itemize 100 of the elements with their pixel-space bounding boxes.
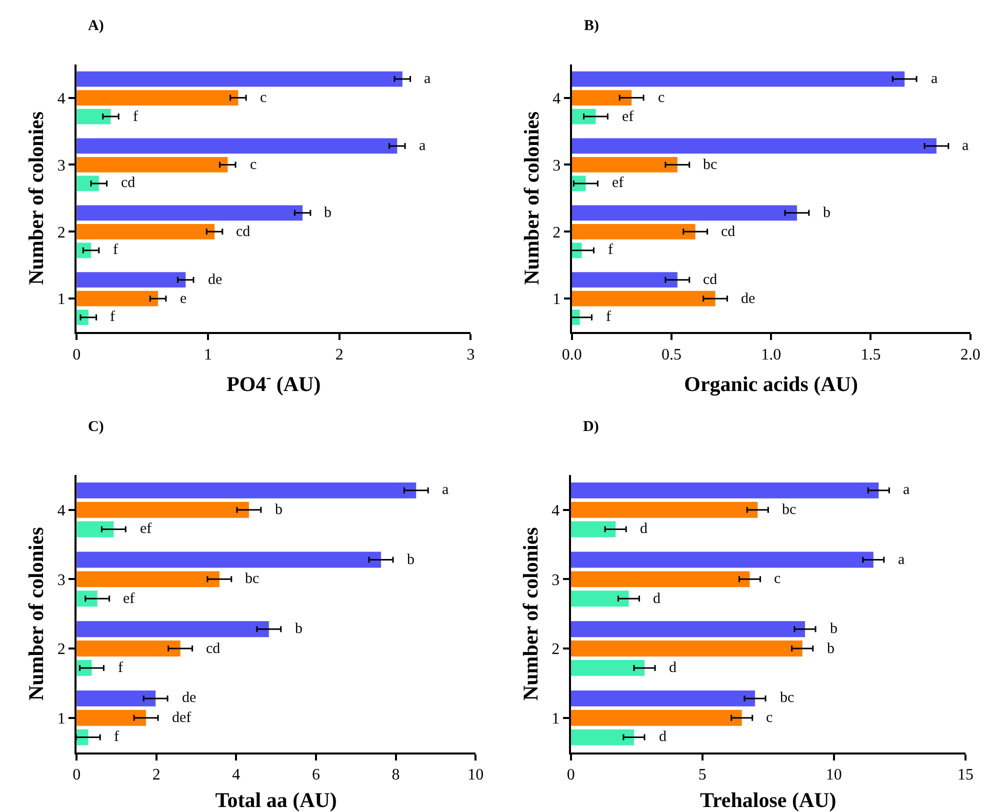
bar	[570, 521, 616, 538]
bar	[76, 71, 402, 87]
data-label: bc	[782, 502, 796, 518]
bar	[572, 290, 716, 306]
data-label: b	[827, 641, 834, 657]
chart-title: B)	[584, 18, 600, 34]
x-axis-title: Trehalose (AU)	[700, 788, 836, 812]
data-label: bc	[780, 690, 794, 706]
x-axis-title: PO4$^{-}$ (AU)	[226, 370, 321, 396]
bar	[570, 640, 802, 657]
y-tick-label: 1	[552, 710, 560, 728]
x-axis-title: Total aa (AU)	[215, 788, 337, 812]
data-label: e	[180, 291, 187, 307]
data-label: b	[295, 621, 302, 637]
data-label: cd	[703, 272, 718, 288]
bar	[570, 590, 629, 607]
data-label: f	[113, 242, 118, 258]
y-tick-label: 3	[552, 572, 560, 589]
bar	[570, 621, 805, 638]
bar	[76, 205, 303, 221]
y-tick-label: 4	[552, 502, 560, 520]
y-axis-title: Number of colonies	[518, 527, 542, 701]
data-label: a	[931, 71, 938, 87]
data-label: bc	[703, 157, 718, 173]
y-tick-label: 2	[552, 224, 561, 242]
x-tick-label: 8	[392, 766, 400, 784]
data-label: cd	[206, 641, 221, 657]
x-tick-label: 0.5	[661, 346, 682, 364]
x-tick-label: 6	[312, 766, 320, 784]
data-label: de	[182, 690, 196, 706]
y-tick-label: 4	[57, 502, 66, 520]
data-label: def	[172, 710, 192, 726]
bar	[570, 710, 742, 726]
bar	[76, 521, 114, 538]
x-tick-label: 2	[152, 766, 160, 784]
data-label: ef	[123, 591, 135, 607]
data-label: cd	[721, 224, 736, 240]
data-label: d	[669, 660, 677, 676]
data-label: de	[741, 291, 756, 307]
x-tick-label: 10	[468, 766, 484, 784]
y-tick-label: 1	[57, 710, 66, 728]
chart-title: A)	[88, 18, 104, 34]
data-label: c	[774, 571, 781, 587]
y-axis-title: Number of colonies	[24, 527, 48, 701]
data-label: a	[898, 552, 905, 568]
bar	[570, 571, 750, 588]
data-label: f	[118, 660, 123, 676]
bar	[76, 590, 98, 607]
bar	[76, 482, 416, 498]
x-tick-label: 0	[566, 766, 575, 784]
bar	[76, 176, 99, 192]
data-label: ef	[612, 175, 624, 191]
y-axis-title: Number of colonies	[24, 111, 48, 285]
bar	[76, 90, 238, 106]
data-label: c	[250, 157, 257, 173]
y-tick-label: 1	[552, 291, 561, 308]
data-label: f	[606, 309, 611, 325]
data-label: cd	[236, 224, 251, 240]
data-label: f	[608, 242, 613, 258]
bar	[572, 242, 582, 258]
data-label: b	[275, 502, 282, 518]
x-tick-label: 10	[826, 766, 842, 784]
bar	[570, 660, 645, 676]
data-label: d	[640, 521, 648, 537]
bar	[572, 90, 632, 106]
bar	[572, 224, 696, 240]
data-label: a	[419, 138, 426, 154]
data-label: f	[110, 309, 115, 325]
bar	[76, 157, 228, 172]
data-label: ef	[622, 109, 634, 125]
bar	[570, 690, 756, 706]
bar	[76, 224, 215, 240]
data-label: b	[407, 552, 414, 568]
bar	[76, 272, 186, 288]
bar	[76, 690, 156, 706]
y-tick-label: 3	[552, 157, 561, 174]
y-tick-label: 1	[57, 291, 66, 308]
bar	[76, 108, 111, 124]
x-tick-label: 0	[72, 346, 81, 364]
data-label: f	[114, 729, 119, 745]
data-label: ef	[140, 521, 152, 537]
x-tick-label: 2	[335, 346, 344, 364]
bar	[572, 310, 580, 326]
bar	[76, 710, 146, 726]
x-tick-label: 4	[232, 766, 240, 784]
data-label: b	[823, 205, 830, 221]
y-axis-title: Number of colonies	[519, 111, 544, 285]
data-label: de	[208, 272, 222, 288]
data-label: a	[962, 138, 969, 154]
bar	[76, 290, 158, 306]
bar	[76, 138, 398, 154]
bar	[572, 71, 905, 87]
bar	[572, 157, 678, 172]
chart-title: D)	[583, 419, 599, 435]
x-tick-label: 3	[466, 346, 475, 364]
x-tick-label: 0.0	[562, 346, 582, 364]
y-tick-label: 3	[57, 157, 66, 174]
data-label: a	[424, 71, 431, 87]
x-tick-label: 1.5	[860, 346, 881, 364]
chart-title: C)	[88, 419, 104, 435]
